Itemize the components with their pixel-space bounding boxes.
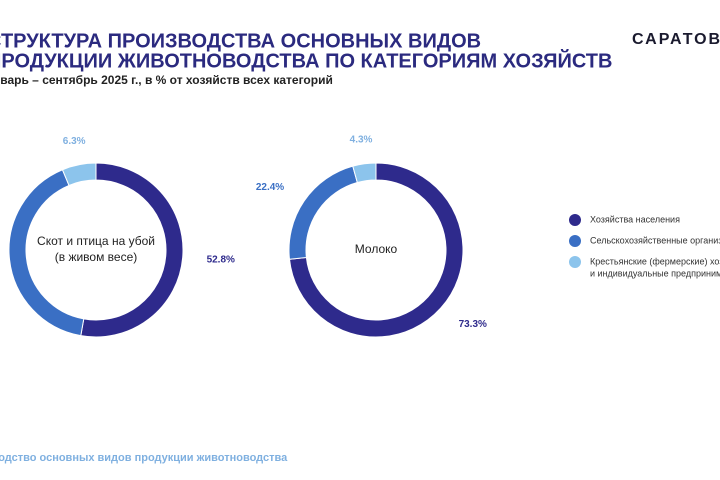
footer: Производство основных видов продукции жи… xyxy=(0,452,288,464)
donut-segment xyxy=(288,165,358,260)
subtitle: январь – сентябрь 2025 г., в % от хозяйс… xyxy=(0,73,333,87)
value-label: 6.3% xyxy=(63,136,86,147)
legend-swatch xyxy=(569,256,581,268)
legend-label: Хозяйства населения xyxy=(590,214,680,224)
legend-label: и индивидуальные предприниматели xyxy=(590,268,720,278)
value-label: 52.8% xyxy=(207,254,235,265)
legend-label: Сельскохозяйственные организации xyxy=(590,235,720,245)
center-label: Скот и птица на убой xyxy=(37,234,155,248)
donut-segment xyxy=(352,162,377,184)
legend-swatch xyxy=(569,235,581,247)
legend-label: Крестьянские (фермерские) хозяйства xyxy=(590,256,720,266)
center-label: (в живом весе) xyxy=(55,250,138,264)
value-label: 73.3% xyxy=(459,319,487,330)
donut-segment xyxy=(61,162,97,187)
value-label: 22.4% xyxy=(256,182,284,193)
center-label: Молоко xyxy=(355,242,398,256)
value-label: 4.3% xyxy=(350,135,373,146)
logo: САРАТОВСТАТ xyxy=(632,31,720,48)
title-line: СТРУКТУРА ПРОИЗВОДСТВА ОСНОВНЫХ ВИДОВ xyxy=(0,30,481,52)
donut-segment xyxy=(288,162,464,338)
legend-swatch xyxy=(569,214,581,226)
title-line: ПРОДУКЦИИ ЖИВОТНОВОДСТВА ПО КАТЕГОРИЯМ Х… xyxy=(0,48,612,72)
